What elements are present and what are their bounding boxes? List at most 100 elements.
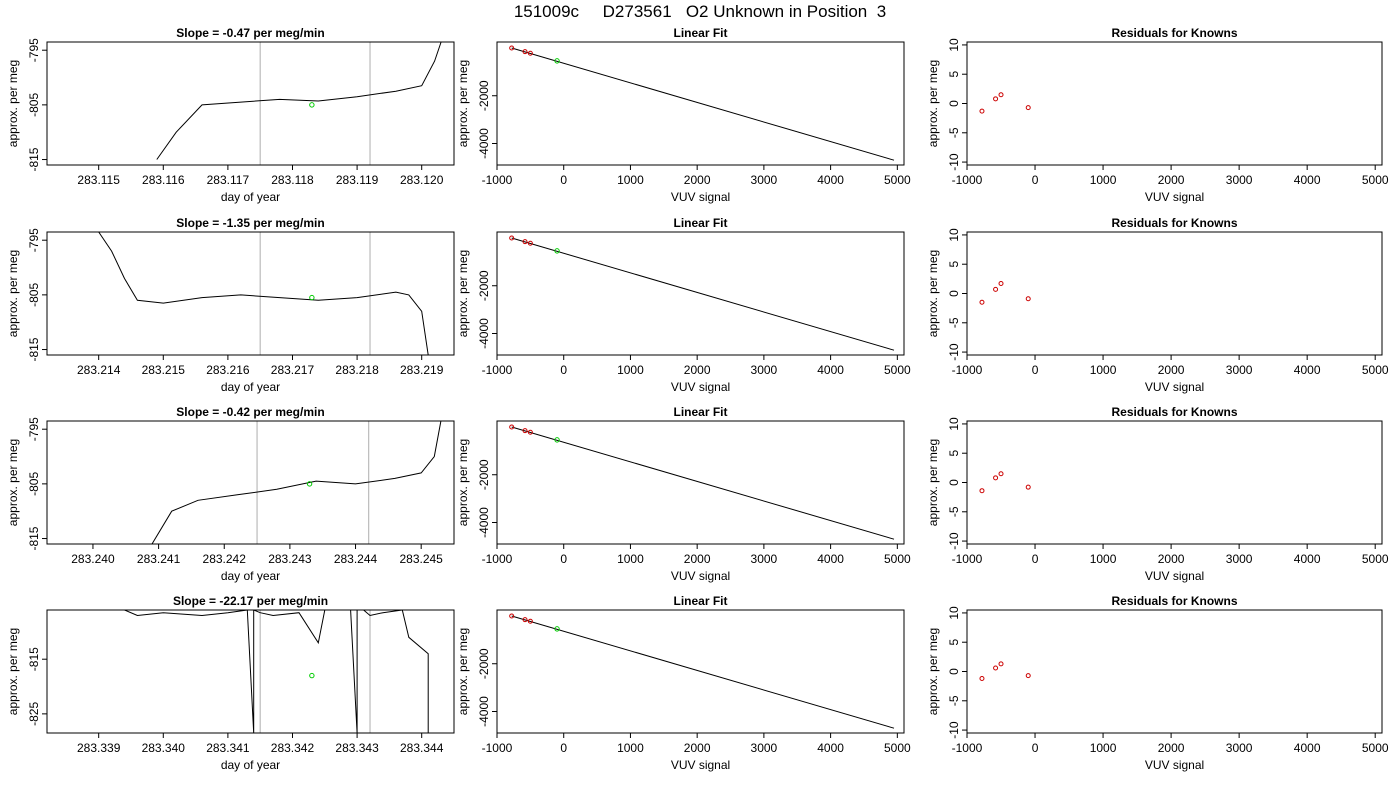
unknown-point bbox=[554, 626, 560, 632]
x-axis-label: VUV signal bbox=[1145, 380, 1204, 394]
x-tick-label: 283.241 bbox=[137, 552, 181, 566]
plot-frame bbox=[46, 609, 455, 734]
series-line bbox=[156, 42, 442, 160]
y-axis-label: approx. per meg bbox=[926, 250, 940, 337]
x-tick-label: 0 bbox=[560, 173, 567, 187]
y-tick-label: 5 bbox=[947, 639, 961, 646]
plot-frame bbox=[966, 420, 1383, 545]
panel-title: Residuals for Knowns bbox=[1111, 405, 1237, 419]
unknown-point bbox=[554, 248, 560, 254]
panel-4-2: Linear Fit -1000 0 1000 2000 3000 4000 5000 VUV … bbox=[456, 594, 911, 772]
plot-frame bbox=[496, 41, 905, 166]
panel-title: Slope = -22.17 per meg/min bbox=[173, 594, 328, 608]
residual-point bbox=[979, 676, 985, 682]
y-tick-label: 0 bbox=[947, 100, 961, 107]
x-axis-label: day of year bbox=[221, 380, 280, 394]
x-tick-label: 283.340 bbox=[142, 741, 186, 755]
x-tick-label: 283.214 bbox=[77, 363, 121, 377]
panel-title: Slope = -0.47 per meg/min bbox=[176, 26, 324, 40]
x-tick-label: -1000 bbox=[952, 552, 983, 566]
x-axis-label: VUV signal bbox=[671, 190, 730, 204]
residual-point bbox=[998, 661, 1004, 667]
plot-frame bbox=[966, 231, 1383, 356]
x-tick-label: 4000 bbox=[1294, 363, 1321, 377]
x-tick-label: 1000 bbox=[1090, 363, 1117, 377]
x-tick-label: 0 bbox=[1032, 552, 1039, 566]
x-tick-label: 5000 bbox=[884, 173, 911, 187]
x-tick-label: 2000 bbox=[684, 552, 711, 566]
series-line bbox=[151, 421, 442, 544]
x-tick-label: 4000 bbox=[1294, 552, 1321, 566]
y-axis-label: approx. per meg bbox=[456, 628, 470, 715]
x-axis-label: VUV signal bbox=[1145, 758, 1204, 772]
residual-point bbox=[998, 92, 1004, 98]
x-tick-label: 5000 bbox=[884, 363, 911, 377]
plot-frame bbox=[496, 609, 905, 734]
y-tick-label: -2000 bbox=[477, 459, 491, 490]
known-point bbox=[509, 613, 515, 619]
x-tick-label: 0 bbox=[560, 363, 567, 377]
x-tick-label: 2000 bbox=[1158, 363, 1185, 377]
x-tick-label: 0 bbox=[1032, 363, 1039, 377]
residual-point bbox=[1025, 673, 1031, 679]
x-tick-label: 283.245 bbox=[399, 552, 443, 566]
x-tick-label: 0 bbox=[560, 552, 567, 566]
x-tick-label: 2000 bbox=[684, 363, 711, 377]
residual-point bbox=[998, 281, 1004, 287]
panel-title: Residuals for Knowns bbox=[1111, 26, 1237, 40]
y-tick-label: -4000 bbox=[477, 128, 491, 159]
y-tick-label: -815 bbox=[27, 526, 41, 550]
x-tick-label: 1000 bbox=[617, 173, 644, 187]
x-tick-label: 5000 bbox=[884, 552, 911, 566]
panel-3-2: Linear Fit -1000 0 1000 2000 3000 4000 5000 VUV … bbox=[456, 405, 911, 583]
x-axis-label: VUV signal bbox=[1145, 190, 1204, 204]
x-tick-label: 4000 bbox=[1294, 741, 1321, 755]
y-tick-label: 5 bbox=[947, 450, 961, 457]
y-tick-label: -4000 bbox=[477, 507, 491, 538]
x-axis-label: day of year bbox=[221, 190, 280, 204]
panel-title: Residuals for Knowns bbox=[1111, 216, 1237, 230]
x-tick-label: 283.339 bbox=[77, 741, 121, 755]
x-tick-label: 1000 bbox=[1090, 173, 1117, 187]
x-tick-label: 283.242 bbox=[203, 552, 247, 566]
unknown-point bbox=[309, 294, 315, 301]
y-axis-label: approx. per meg bbox=[926, 628, 940, 715]
x-tick-label: 283.240 bbox=[71, 552, 115, 566]
known-point bbox=[509, 235, 515, 241]
series-line bbox=[98, 232, 429, 355]
x-tick-label: 2000 bbox=[1158, 173, 1185, 187]
x-tick-label: 283.117 bbox=[207, 173, 250, 187]
residual-point bbox=[993, 286, 999, 292]
x-tick-label: 283.243 bbox=[268, 552, 312, 566]
x-tick-label: 1000 bbox=[617, 363, 644, 377]
series-line bbox=[511, 426, 895, 540]
plot-frame bbox=[496, 231, 905, 356]
y-tick-label: -5 bbox=[947, 127, 961, 138]
x-tick-label: -1000 bbox=[952, 363, 983, 377]
x-tick-label: 3000 bbox=[1226, 363, 1253, 377]
residual-point bbox=[993, 665, 999, 671]
x-tick-label: 4000 bbox=[817, 552, 844, 566]
known-point bbox=[522, 617, 528, 623]
x-tick-label: 0 bbox=[1032, 173, 1039, 187]
residual-point bbox=[1025, 105, 1031, 111]
x-axis-label: day of year bbox=[221, 569, 280, 583]
y-tick-label: 10 bbox=[947, 38, 961, 52]
x-tick-label: 283.120 bbox=[400, 173, 444, 187]
y-tick-label: -2000 bbox=[477, 270, 491, 301]
x-tick-label: 4000 bbox=[817, 363, 844, 377]
residual-point bbox=[979, 108, 985, 114]
y-tick-label: -795 bbox=[27, 228, 41, 252]
x-tick-label: 283.119 bbox=[336, 173, 379, 187]
known-point bbox=[527, 429, 533, 435]
y-tick-label: -805 bbox=[27, 93, 41, 117]
unknown-point bbox=[554, 58, 560, 64]
series-line bbox=[511, 237, 895, 351]
residual-point bbox=[979, 488, 985, 494]
y-axis-label: approx. per meg bbox=[6, 628, 20, 715]
x-tick-label: 2000 bbox=[1158, 741, 1185, 755]
y-tick-label: -10 bbox=[947, 153, 961, 171]
x-tick-label: 0 bbox=[560, 741, 567, 755]
x-tick-label: 3000 bbox=[1226, 552, 1253, 566]
x-tick-label: 283.118 bbox=[271, 173, 314, 187]
